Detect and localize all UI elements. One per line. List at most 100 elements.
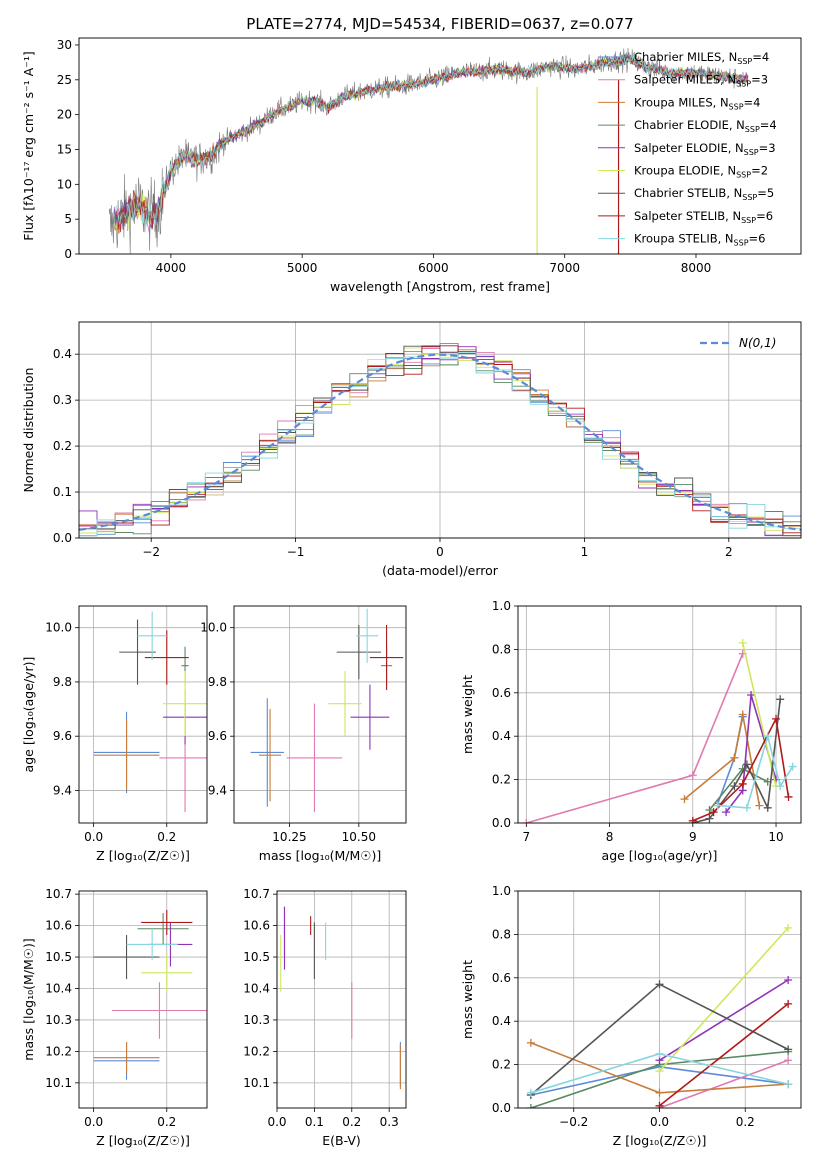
- legend-label-base: Chabrier ELODIE, N: [634, 118, 745, 132]
- weight-marker: [738, 638, 747, 647]
- y-tick-label: 10.7: [243, 887, 270, 901]
- x-tick-label: 0.0: [84, 830, 103, 844]
- legend-label-base: Salpeter MILES, N: [634, 73, 736, 87]
- weight-marker: [784, 975, 793, 984]
- weight-marker: [730, 753, 739, 762]
- legend-label-tail: =4: [744, 95, 761, 109]
- weight-marker: [788, 762, 797, 771]
- y-tick-label: 10.4: [243, 981, 270, 995]
- weight-marker: [680, 795, 689, 804]
- legend-label-sub: SSP: [736, 171, 751, 180]
- weight-marker: [730, 782, 739, 791]
- age-vs-metallicity-panel: 0.0 0.2 9.4 9.6 9.8 10.0 Z [log₁₀(Z/Z☉)] age [l…: [21, 605, 208, 863]
- weight-marker: [655, 1049, 664, 1058]
- y-tick-label: 10.1: [45, 1076, 72, 1090]
- y-tick-label: 0.0: [53, 531, 72, 545]
- weight-line: [526, 653, 744, 823]
- legend-label-tail: =3: [759, 141, 776, 155]
- x-axis-label: Z [log₁₀(Z/Z☉)]: [96, 848, 190, 863]
- y-tick-label: 1.0: [492, 599, 511, 613]
- weight-marker: [722, 808, 731, 817]
- x-tick-label: 0.3: [380, 1115, 399, 1129]
- weight-vs-age-panel: 7 8 9 10 0.0 0.2 0.4 0.6 0.8 1.0 age [log₁₀(age/yr…: [460, 599, 802, 863]
- y-tick-label: 9.4: [208, 783, 227, 797]
- y-tick-label: 0.4: [53, 347, 72, 361]
- x-tick-label: 0.0: [84, 1115, 103, 1129]
- x-axis-label: age [log₁₀(age/yr)]: [602, 848, 718, 863]
- weight-marker: [742, 803, 751, 812]
- spectrum-model-line: [115, 53, 749, 227]
- y-tick-label: 15: [57, 142, 72, 156]
- legend-label: Salpeter MILES, NSSP=3: [634, 73, 768, 89]
- legend-label-sub: SSP: [736, 80, 751, 89]
- y-tick-label: 0: [64, 247, 72, 261]
- weight-marker: [526, 1088, 535, 1097]
- x-tick-label: 2: [725, 545, 733, 559]
- axes-frame: [78, 37, 802, 255]
- plot-area: [526, 923, 793, 1108]
- y-tick-label: 0.6: [492, 686, 511, 700]
- spectrum-panel: 4000 5000 6000 7000 8000 0 5 10 15 20 25 30 waveleng…: [21, 37, 802, 294]
- legend-label: Kroupa ELODIE, NSSP=2: [634, 164, 768, 180]
- weight-marker: [763, 732, 772, 741]
- legend-label: Chabrier STELIB, NSSP=5: [634, 186, 774, 202]
- legend-label-tail: =6: [749, 232, 766, 246]
- weight-marker: [784, 923, 793, 932]
- legend-label-base: Kroupa MILES, N: [634, 95, 729, 109]
- y-tick-label: 9.6: [208, 729, 227, 743]
- x-tick-label: 0.2: [342, 1115, 361, 1129]
- y-axis-label: age [log₁₀(age/yr)]: [21, 657, 36, 773]
- y-tick-label: 0.3: [53, 393, 72, 407]
- x-tick-label: 8000: [681, 261, 712, 275]
- weight-line: [741, 642, 777, 787]
- weight-marker: [688, 816, 697, 823]
- axes-frame: [78, 321, 802, 539]
- x-tick-label: 5000: [287, 261, 318, 275]
- legend-label-base: Chabrier MILES, N: [634, 50, 737, 64]
- legend-label: N(0,1): [739, 336, 776, 350]
- x-tick-label: −2: [142, 545, 160, 559]
- weight-marker: [655, 1067, 664, 1076]
- weight-marker: [655, 980, 664, 989]
- plot-area: [280, 906, 401, 1090]
- y-tick-label: 10.5: [243, 950, 270, 964]
- legend-label-sub: SSP: [737, 57, 752, 66]
- y-tick-label: 10.4: [45, 981, 72, 995]
- y-tick-label: 10.1: [243, 1076, 270, 1090]
- legend-label-base: Chabrier STELIB, N: [634, 186, 742, 200]
- axes-frame: [517, 605, 802, 824]
- y-tick-label: 5: [64, 212, 72, 226]
- y-axis-label: Normed distribution: [21, 368, 36, 493]
- y-tick-label: 9.8: [208, 675, 227, 689]
- plot-area: [79, 342, 801, 537]
- x-axis-label: (data-model)/error: [382, 563, 499, 578]
- legend-label-sub: SSP: [734, 239, 749, 248]
- weight-marker: [705, 814, 714, 823]
- x-tick-label: 1: [581, 545, 589, 559]
- weight-line: [659, 1059, 789, 1108]
- y-tick-label: 10.2: [45, 1044, 72, 1058]
- plot-area: [522, 638, 797, 823]
- weight-marker: [784, 1080, 793, 1089]
- x-axis-label: Z [log₁₀(Z/Z☉)]: [96, 1133, 190, 1148]
- legend-label-sub: SSP: [744, 148, 759, 157]
- weight-marker: [709, 808, 718, 817]
- x-tick-label: −0.2: [559, 1115, 588, 1129]
- x-tick-label: 10: [768, 830, 783, 844]
- weight-marker: [705, 805, 714, 814]
- figure-title: PLATE=2774, MJD=54534, FIBERID=0637, z=0…: [246, 15, 633, 33]
- plot-area: [93, 611, 207, 813]
- x-tick-label: 10.25: [272, 830, 306, 844]
- y-tick-label: 10.6: [45, 919, 72, 933]
- legend-label: Chabrier ELODIE, NSSP=4: [634, 118, 777, 134]
- y-tick-label: 9.8: [53, 675, 72, 689]
- legend-label-tail: =4: [752, 50, 769, 64]
- x-tick-label: −1: [287, 545, 305, 559]
- x-tick-label: 0.2: [157, 1115, 176, 1129]
- x-tick-label: 6000: [418, 261, 449, 275]
- weight-marker: [747, 690, 756, 699]
- legend-label: Kroupa MILES, NSSP=4: [634, 95, 760, 111]
- axes-frame: [78, 890, 208, 1109]
- weight-marker: [784, 792, 793, 801]
